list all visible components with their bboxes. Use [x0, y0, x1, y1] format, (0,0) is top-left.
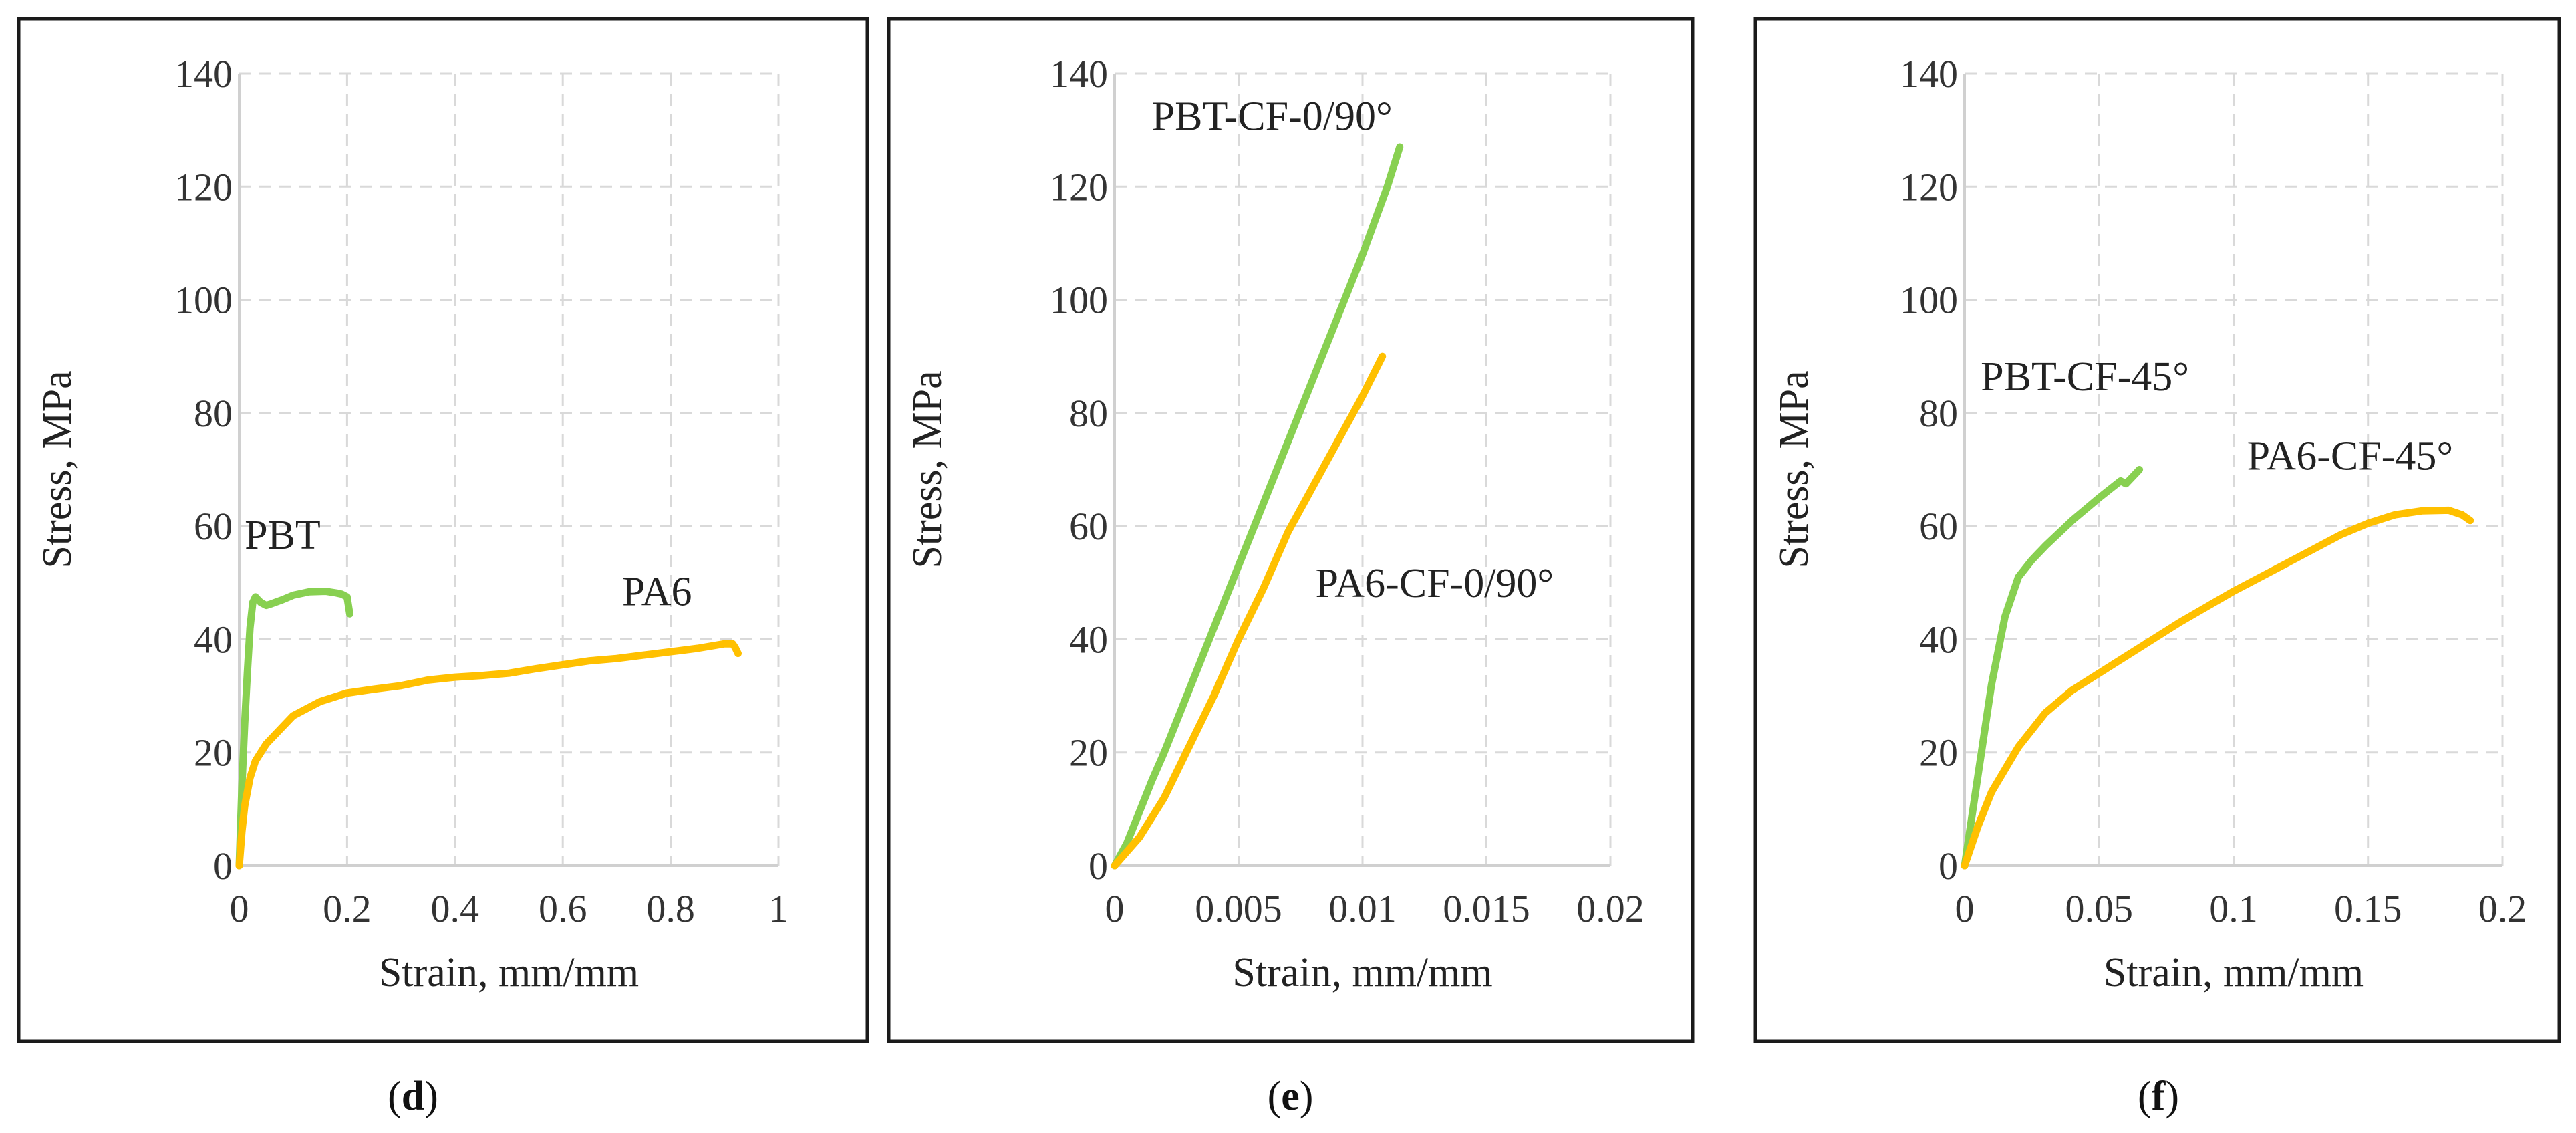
y-tick-label: 100	[174, 279, 233, 322]
x-tick-label: 0.05	[2065, 887, 2134, 930]
x-tick-label: 0.6	[539, 887, 587, 930]
x-tick-label: 0	[230, 887, 249, 930]
panel-caption: (e)	[1268, 1074, 1314, 1119]
y-tick-label: 80	[1069, 392, 1108, 435]
series-line-pa6	[235, 640, 742, 870]
x-tick-label: 0.1	[2209, 887, 2258, 930]
series-label: PA6	[622, 570, 692, 615]
series-line-pa6	[1961, 506, 2474, 870]
y-tick-label: 120	[1050, 165, 1108, 209]
x-tick-label: 0.4	[431, 887, 480, 930]
series-line-pbt	[1111, 143, 1404, 870]
x-tick-label: 1	[769, 887, 789, 930]
y-tick-label: 120	[1900, 165, 1958, 209]
y-tick-label: 40	[194, 618, 233, 661]
x-axis-title: Strain, mm/mm	[1232, 950, 1492, 995]
y-axis-title: Stress, MPa	[905, 370, 950, 568]
y-tick-label: 0	[1939, 844, 1958, 888]
y-axis-title: Stress, MPa	[35, 370, 80, 568]
y-tick-label: 60	[1919, 505, 1958, 548]
y-tick-label: 40	[1919, 618, 1958, 661]
series-label: PA6-CF-0/90°	[1316, 561, 1554, 606]
panel-caption: (f)	[2138, 1074, 2179, 1119]
y-tick-label: 80	[1919, 392, 1958, 435]
x-tick-label: 0.2	[2478, 887, 2527, 930]
chart-panel-f: 0 20 40 60 80 100 120 140 0 0.05 0.1 0.15 0.2 Strain,…	[1753, 17, 2561, 1119]
y-tick-label: 140	[1900, 52, 1958, 96]
y-tick-label: 60	[1069, 505, 1108, 548]
y-tick-label: 40	[1069, 618, 1108, 661]
x-tick-label: 0.8	[646, 887, 695, 930]
x-axis-title: Strain, mm/mm	[379, 950, 639, 995]
y-tick-label: 120	[174, 165, 233, 209]
y-tick-label: 0	[213, 844, 233, 888]
y-tick-label: 0	[1089, 844, 1108, 888]
y-tick-label: 20	[194, 731, 233, 775]
x-axis-title: Strain, mm/mm	[2104, 950, 2364, 995]
x-tick-label: 0.015	[1443, 887, 1530, 930]
y-tick-label: 140	[174, 52, 233, 96]
chart-panel-e: 0 20 40 60 80 100 120 140 0 0.005 0.01 0.015 0.02 Str…	[887, 17, 1695, 1119]
x-tick-label: 0	[1955, 887, 1975, 930]
x-tick-label: 0.15	[2334, 887, 2402, 930]
y-axis-title: Stress, MPa	[1771, 370, 1817, 568]
series-label: PBT-CF-45°	[1981, 354, 2189, 400]
series-label: PBT	[245, 513, 321, 558]
series-line-pbt	[1961, 466, 2144, 870]
panel-frame	[1753, 17, 2561, 1043]
series-label: PA6-CF-45°	[2247, 434, 2454, 479]
x-tick-label: 0.01	[1328, 887, 1397, 930]
series-line-pbt	[235, 588, 353, 870]
x-tick-label: 0.005	[1195, 887, 1282, 930]
x-tick-label: 0.2	[323, 887, 372, 930]
series-label: PBT-CF-0/90°	[1152, 94, 1393, 140]
y-tick-label: 100	[1050, 279, 1108, 322]
panel-frame	[17, 17, 869, 1043]
y-tick-label: 140	[1050, 52, 1108, 96]
series-line-pa6	[1111, 352, 1387, 870]
y-tick-label: 20	[1069, 731, 1108, 775]
panel-caption: (d)	[388, 1074, 438, 1119]
y-tick-label: 80	[194, 392, 233, 435]
x-tick-label: 0.02	[1576, 887, 1644, 930]
chart-panel-d: 0 20 40 60 80 100 120 140 0 0.2 0.4 0.6 0.8 1 Strain, …	[17, 17, 869, 1119]
y-tick-label: 20	[1919, 731, 1958, 775]
y-tick-label: 60	[194, 505, 233, 548]
x-tick-label: 0	[1105, 887, 1125, 930]
y-tick-label: 100	[1900, 279, 1958, 322]
